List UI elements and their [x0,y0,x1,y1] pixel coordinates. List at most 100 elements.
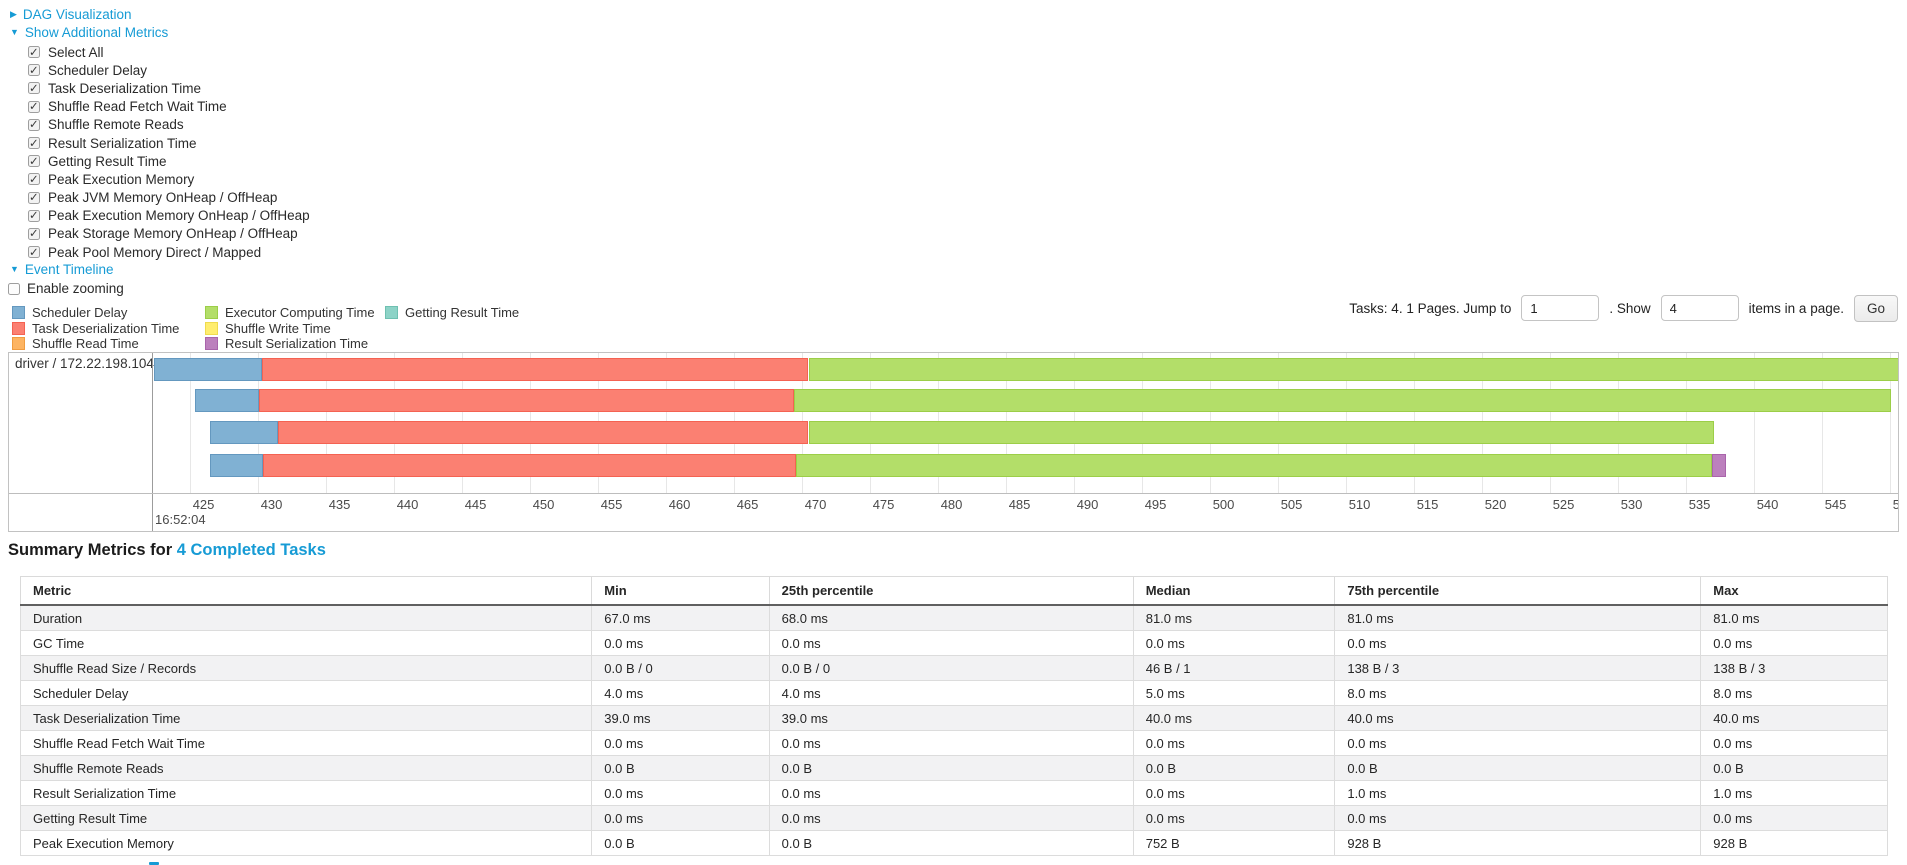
metric-checkbox[interactable] [28,190,40,204]
metric-name-cell: Result Serialization Time [19,780,593,806]
metric-value-cell: 0.0 B / 0 [591,655,770,681]
axis-tick-label: 465 [736,497,759,512]
metric-name-cell: Duration [19,604,593,631]
event-timeline-toggle[interactable]: ▼ Event Timeline [10,261,113,277]
timeline-legend: Scheduler Delay Task Deserialization Time… [12,305,712,353]
metric-value-cell: 40.0 ms [1334,705,1702,731]
metric-checkbox-label: Getting Result Time [48,153,167,169]
metric-checkbox-row: Peak Pool Memory Direct / Mapped [28,243,310,261]
go-button[interactable]: Go [1853,294,1898,322]
completed-tasks-link[interactable]: 4 Completed Tasks [176,541,326,559]
metric-checkbox-label: Peak Storage Memory OnHeap / OffHeap [48,226,298,242]
metric-checkbox[interactable] [28,117,40,131]
metric-checkbox[interactable] [28,226,40,240]
pagination-summary-text: Tasks: 4. 1 Pages. Jump to [1349,300,1512,316]
axis-tick-label: 460 [668,497,691,512]
metric-checkbox-label: Peak Pool Memory Direct / Mapped [48,244,262,260]
task-deserialization-time-bar[interactable] [261,358,809,381]
summary-table-row: Shuffle Remote Reads 0.0 B 0.0 B 0.0 B 0.0 B… [19,755,1888,781]
metric-checkbox-label: Shuffle Remote Reads [48,117,184,133]
metric-value-cell: 0.0 ms [768,780,1134,806]
task-deserialization-time-bar[interactable] [259,389,794,412]
jump-to-page-input[interactable] [1521,295,1600,321]
metric-checkbox[interactable] [28,45,40,59]
metric-value-cell: 0.0 ms [1132,630,1336,656]
legend-column: Scheduler Delay Task Deserialization Time… [12,305,179,351]
metric-value-cell: 5.0 ms [1132,680,1336,706]
legend-item: Getting Result Time [385,305,519,320]
executor-computing-time-bar[interactable] [808,358,1898,381]
metric-value-cell: 0.0 ms [1334,730,1702,756]
metric-value-cell: 0.0 ms [1700,805,1888,831]
metric-checkbox[interactable] [28,63,40,77]
metric-value-cell: 0.0 ms [1334,630,1702,656]
axis-tick-label: 530 [1620,497,1643,512]
pagination-show-text: . Show [1609,300,1651,316]
legend-item: Task Deserialization Time [12,320,179,336]
metric-value-cell: 0.0 ms [1132,730,1336,756]
metric-value-cell: 0.0 ms [591,730,770,756]
metric-value-cell: 40.0 ms [1132,705,1336,731]
legend-item: Shuffle Write Time [205,320,375,336]
executor-computing-time-bar[interactable] [796,454,1712,477]
executor-computing-time-bar[interactable] [793,389,1892,412]
metric-value-cell: 1.0 ms [1700,780,1888,806]
metric-value-cell: 0.0 ms [1132,805,1336,831]
metric-checkbox-label: Shuffle Read Fetch Wait Time [48,99,227,115]
metric-checkbox[interactable] [28,172,40,186]
legend-label: Shuffle Read Time [32,335,139,351]
axis-tick-label: 550 [1892,497,1898,512]
axis-gridline [1889,353,1891,493]
metric-checkbox-row: Shuffle Read Fetch Wait Time [28,98,310,116]
legend-label: Getting Result Time [405,305,520,321]
timeline-plot: 425 430 435 440 445 450 455 460 465 470 475 480 485 4… [153,353,1898,531]
legend-item: Scheduler Delay [12,305,179,320]
expand-arrow-icon: ▶ [10,9,17,19]
show-additional-metrics-toggle[interactable]: ▼ Show Additional Metrics [10,24,168,40]
metric-value-cell: 67.0 ms [591,604,770,631]
axis-tick-label: 515 [1416,497,1439,512]
summary-column-header: 25th percentile [768,576,1134,606]
metric-value-cell: 8.0 ms [1334,680,1702,706]
metric-checkbox-row: Shuffle Remote Reads [28,116,310,134]
metric-name-cell: GC Time [19,630,593,656]
metric-checkbox[interactable] [28,81,40,95]
items-per-page-input[interactable] [1660,295,1739,321]
metric-checkbox[interactable] [28,245,40,259]
task-deserialization-time-bar[interactable] [278,421,809,444]
dag-visualization-label: DAG Visualization [22,6,132,22]
axis-divider [9,493,1898,494]
scheduler-delay-bar[interactable] [210,421,279,444]
scheduler-delay-bar[interactable] [195,389,260,412]
dag-visualization-toggle[interactable]: ▶ DAG Visualization [10,6,131,22]
summary-table-row: Result Serialization Time 0.0 ms 0.0 ms 0.0… [19,780,1888,806]
metric-checkbox[interactable] [28,208,40,222]
label-column-divider [152,353,153,531]
result-serialization-time-bar[interactable] [1711,454,1727,477]
summary-table-row: Shuffle Read Size / Records 0.0 B / 0 0.0 … [19,655,1888,681]
metric-value-cell: 0.0 ms [1334,805,1702,831]
metric-checkbox[interactable] [28,154,40,168]
task-deserialization-time-bar[interactable] [263,454,797,477]
executor-computing-time-bar[interactable] [808,421,1715,444]
axis-tick-label: 430 [260,497,283,512]
metric-name-cell: Peak Execution Memory [19,830,593,856]
scheduler-delay-bar[interactable] [154,358,262,381]
axis-tick-label: 525 [1552,497,1575,512]
scheduler-delay-swatch-icon [12,306,25,320]
enable-zooming-checkbox[interactable] [8,282,20,295]
legend-label: Shuffle Write Time [225,320,331,336]
metric-checkbox-row: Result Serialization Time [28,134,310,152]
metric-value-cell: 81.0 ms [1132,604,1336,631]
metric-checkbox-row: Peak JVM Memory OnHeap / OffHeap [28,189,310,207]
scheduler-delay-bar[interactable] [210,454,264,477]
event-timeline-label: Event Timeline [24,261,114,277]
enable-zooming-row: Enable zooming [8,281,124,296]
metric-value-cell: 4.0 ms [591,680,770,706]
axis-gridline [1753,353,1755,493]
metric-checkbox[interactable] [28,136,40,150]
metric-value-cell: 39.0 ms [591,705,770,731]
metric-checkbox-row: Peak Execution Memory [28,170,310,188]
metric-name-cell: Scheduler Delay [19,680,593,706]
metric-checkbox[interactable] [28,99,40,113]
